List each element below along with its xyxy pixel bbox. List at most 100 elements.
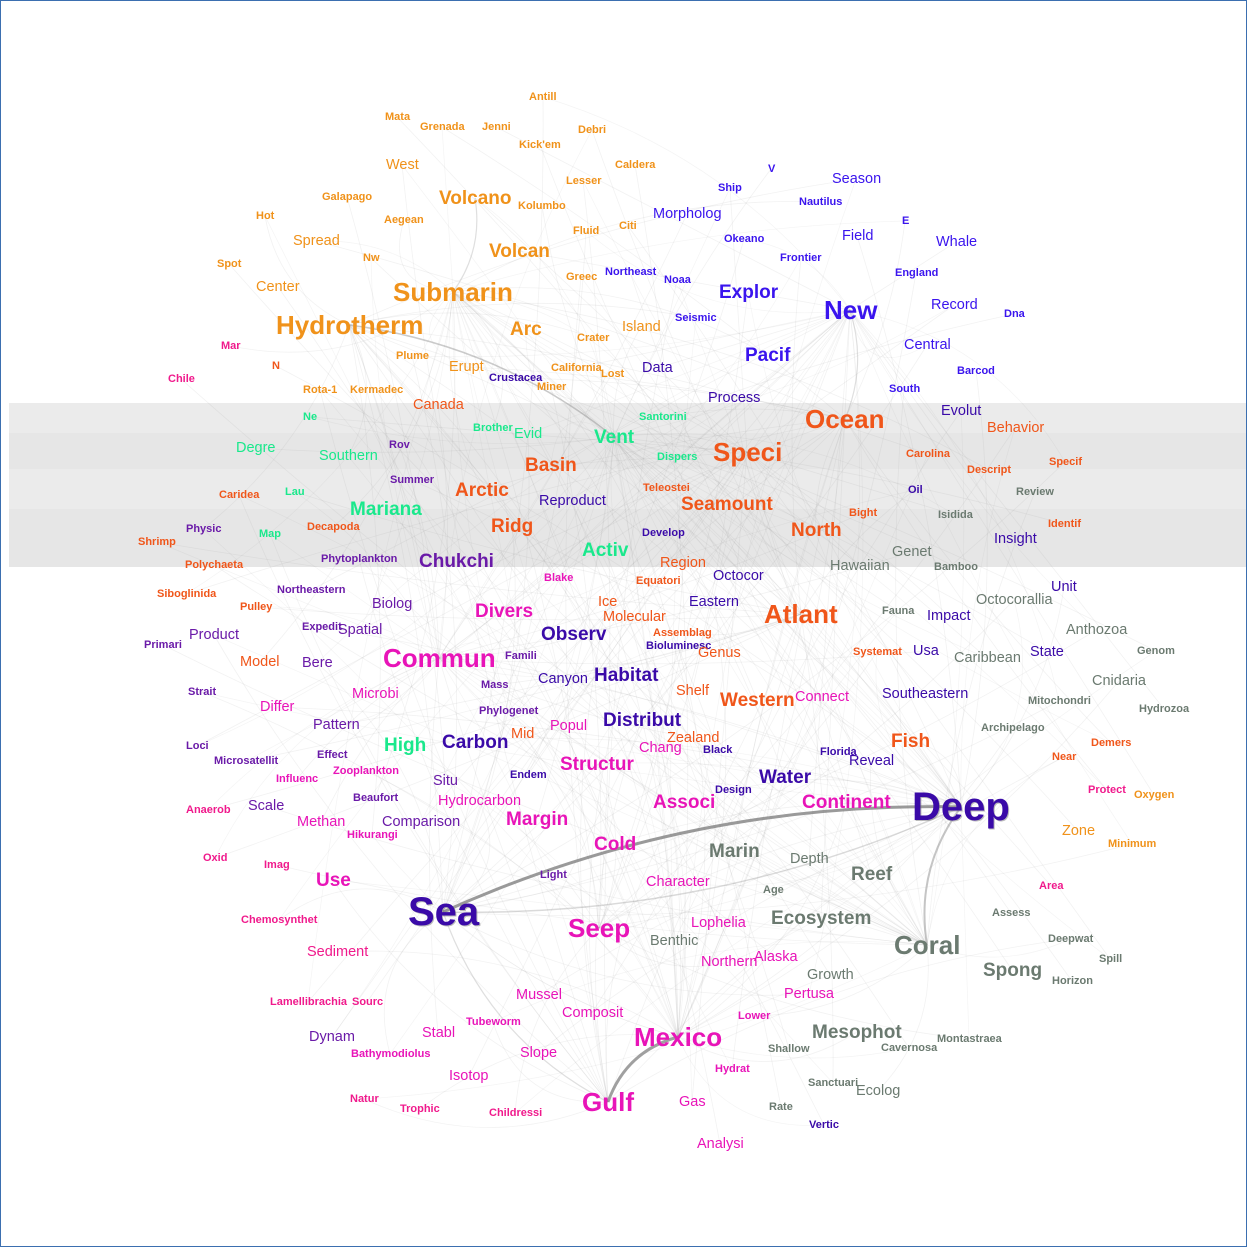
term-northeast: Northeast xyxy=(605,266,657,278)
network-edge xyxy=(521,733,962,808)
term-evid: Evid xyxy=(514,426,543,442)
network-edge xyxy=(613,313,1015,438)
network-edge xyxy=(442,805,962,914)
network-edge xyxy=(438,657,675,942)
term-northern: Northern xyxy=(701,954,758,970)
term-pulley: Pulley xyxy=(240,601,273,613)
network-edge xyxy=(598,599,1015,929)
term-teleostei: Teleostei xyxy=(643,482,690,494)
network-edge xyxy=(315,240,454,293)
network-edge xyxy=(213,634,609,1103)
term-polychaeta: Polychaeta xyxy=(185,559,244,571)
network-edge xyxy=(820,309,851,919)
network-edge xyxy=(309,416,748,453)
term-crater: Crater xyxy=(577,332,610,344)
network-edge xyxy=(346,196,440,659)
term-insight: Insight xyxy=(994,531,1037,547)
network-edge xyxy=(245,613,802,762)
term-southeastern: Southeastern xyxy=(882,686,969,702)
term-caldera: Caldera xyxy=(615,159,656,171)
term-central: Central xyxy=(904,337,951,353)
network-edge xyxy=(404,744,600,929)
network-edge xyxy=(521,733,600,929)
network-edge xyxy=(401,164,609,1103)
network-edge xyxy=(348,178,857,326)
network-edge xyxy=(442,96,544,913)
network-edge xyxy=(665,309,851,489)
term-bioluminesc: Bioluminesc xyxy=(646,640,712,652)
network-edge xyxy=(677,178,857,1038)
term-mitochondri: Mitochondri xyxy=(1028,695,1091,707)
network-edge xyxy=(607,410,962,1103)
network-edge xyxy=(398,444,440,659)
network-edge xyxy=(452,291,817,531)
term-fluid: Fluid xyxy=(573,225,600,237)
term-fauna: Fauna xyxy=(882,605,915,617)
term-coral: Coral xyxy=(894,930,961,960)
network-edge xyxy=(607,938,1071,1103)
network-edge xyxy=(614,802,962,845)
network-edge xyxy=(815,418,846,531)
term-spread: Spread xyxy=(293,233,340,249)
network-edge xyxy=(507,418,846,712)
network-edge xyxy=(452,291,1012,914)
term-mussel: Mussel xyxy=(516,987,562,1003)
term-observ: Observ xyxy=(541,624,607,645)
network-edge xyxy=(444,780,679,1038)
network-edge xyxy=(677,696,823,1038)
term-northeastern: Northeastern xyxy=(277,584,346,596)
network-edge xyxy=(598,927,730,967)
term-anaerob: Anaerob xyxy=(186,804,231,816)
network-edge xyxy=(849,309,928,358)
network-edge xyxy=(420,436,615,823)
network-edge xyxy=(613,436,962,808)
network-edge xyxy=(494,613,802,686)
network-edge xyxy=(419,1034,679,1110)
term-state: State xyxy=(1030,644,1064,660)
network-edge xyxy=(895,388,928,946)
network-edge xyxy=(598,927,970,1040)
network-edge xyxy=(607,756,1065,1103)
term-identif: Identif xyxy=(1048,518,1081,530)
network-edge xyxy=(527,309,851,435)
network-edge xyxy=(588,674,627,1103)
term-use: Use xyxy=(316,870,351,891)
network-edge xyxy=(641,719,928,946)
network-edge xyxy=(849,309,1155,796)
background-band xyxy=(9,509,1246,567)
term-review: Review xyxy=(1016,486,1054,498)
network-edge xyxy=(629,271,928,946)
network-edge xyxy=(375,389,679,1038)
term-arc: Arc xyxy=(510,319,542,340)
term-mariana: Mariana xyxy=(350,499,422,520)
term-e: E xyxy=(902,215,910,227)
network-edge xyxy=(677,272,917,1038)
term-chemosynthet: Chemosynthet xyxy=(241,914,318,926)
network-edge xyxy=(332,879,609,1103)
network-edge xyxy=(610,436,693,692)
network-edge xyxy=(185,418,846,595)
term-arctic: Arctic xyxy=(455,480,509,501)
term-gas: Gas xyxy=(679,1094,706,1110)
term-descript: Descript xyxy=(967,464,1012,476)
term-ne: Ne xyxy=(303,411,318,423)
network-edge xyxy=(370,257,440,659)
term-siboglinida: Siboglinida xyxy=(157,588,217,600)
term-mata: Mata xyxy=(385,111,411,123)
term-volcano: Volcano xyxy=(439,188,512,209)
network-edge xyxy=(348,302,697,326)
term-citi: Citi xyxy=(619,220,637,232)
term-deep: Deep xyxy=(912,785,1010,829)
term-explor: Explor xyxy=(719,282,779,303)
network-edge xyxy=(514,927,600,1114)
term-trophic: Trophic xyxy=(400,1103,440,1115)
network-edge xyxy=(265,805,928,946)
network-edge xyxy=(572,309,851,635)
term-hydrocarbon: Hydrocarbon xyxy=(438,793,522,809)
term-center: Center xyxy=(256,279,300,295)
network-edge xyxy=(582,180,611,929)
term-childressi: Childressi xyxy=(489,1107,543,1119)
network-edge xyxy=(442,843,1133,917)
term-florida: Florida xyxy=(820,746,857,758)
network-edge xyxy=(677,650,1157,1038)
